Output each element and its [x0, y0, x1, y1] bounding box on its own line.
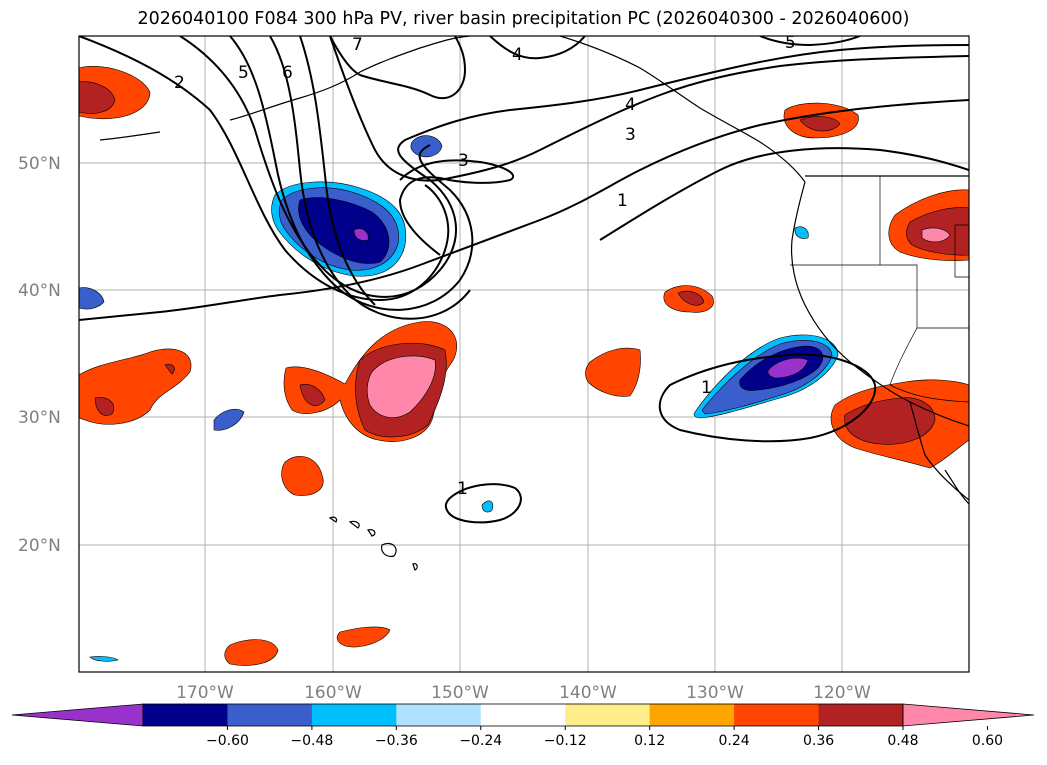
map-title: 2026040100 F084 300 hPa PV, river basin … — [137, 9, 910, 29]
gridlines — [79, 36, 969, 672]
latitude-labels: 50°N 40°N 30°N 20°N — [18, 154, 61, 556]
colorbar-tick-label: 0.12 — [634, 733, 665, 749]
colorbar-extend-low — [11, 703, 144, 727]
coastlines — [99, 36, 969, 571]
contour-label-7: 7 — [352, 35, 363, 55]
colorbar-segment — [311, 704, 397, 726]
lon-label-150w: 150°W — [431, 683, 489, 703]
colorbar-segment — [480, 704, 566, 726]
contour-label-3a: 3 — [625, 125, 636, 145]
contour-label-1c: 1 — [457, 479, 468, 499]
lat-label-20n: 20°N — [18, 536, 61, 556]
colorbar-tick-label: −0.24 — [459, 733, 502, 749]
contour-label-5a: 5 — [238, 63, 249, 83]
colorbar-tick-label: −0.60 — [206, 733, 249, 749]
lon-label-130w: 130°W — [686, 683, 744, 703]
contour-label-2: 2 — [174, 73, 185, 93]
colorbar-segment — [396, 704, 482, 726]
colorbar-tick-label: −0.36 — [375, 733, 418, 749]
map-frame — [78, 35, 970, 673]
precip-negative-regions — [79, 135, 839, 662]
colorbar-tick-label: 0.60 — [972, 733, 1003, 749]
colorbar-frame — [142, 703, 904, 727]
colorbar: −0.60 −0.48 −0.36 −0.24 −0.12 0.12 0.24 0.36 0.4… — [11, 703, 1035, 749]
colorbar-segment — [734, 704, 820, 726]
colorbar-tick-label: 0.48 — [887, 733, 918, 749]
colorbar-tick-label: −0.48 — [290, 733, 333, 749]
longitude-labels: 170°W 160°W 150°W 140°W 130°W 120°W — [176, 683, 871, 703]
lat-label-50n: 50°N — [18, 154, 61, 174]
colorbar-tick-label: 0.24 — [719, 733, 750, 749]
contour-label-1a: 1 — [617, 191, 628, 211]
lat-label-30n: 30°N — [18, 408, 61, 428]
contour-label-6: 6 — [282, 63, 293, 83]
contour-label-4a: 4 — [512, 45, 523, 65]
colorbar-segment — [143, 704, 228, 726]
contour-label-4b: 4 — [625, 95, 636, 115]
lon-label-140w: 140°W — [559, 683, 617, 703]
contour-label-3b: 3 — [458, 151, 469, 171]
colorbar-tick-label: 0.36 — [803, 733, 834, 749]
colorbar-segment — [565, 704, 651, 726]
lat-label-40n: 40°N — [18, 281, 61, 301]
lon-label-170w: 170°W — [176, 683, 234, 703]
contour-labels: 2 5 6 7 4 5 4 3 3 1 1 1 — [174, 33, 796, 499]
colorbar-segment — [818, 704, 904, 726]
colorbar-segment — [649, 704, 735, 726]
contour-label-5b: 5 — [785, 33, 796, 53]
precip-positive-regions — [79, 65, 969, 666]
colorbar-tick-label: −0.12 — [544, 733, 587, 749]
colorbar-extend-high — [902, 703, 1035, 727]
pv-contours — [79, 36, 969, 524]
contour-label-1b: 1 — [701, 378, 712, 398]
colorbar-segment — [227, 704, 313, 726]
lon-label-160w: 160°W — [304, 683, 362, 703]
lon-label-120w: 120°W — [813, 683, 871, 703]
